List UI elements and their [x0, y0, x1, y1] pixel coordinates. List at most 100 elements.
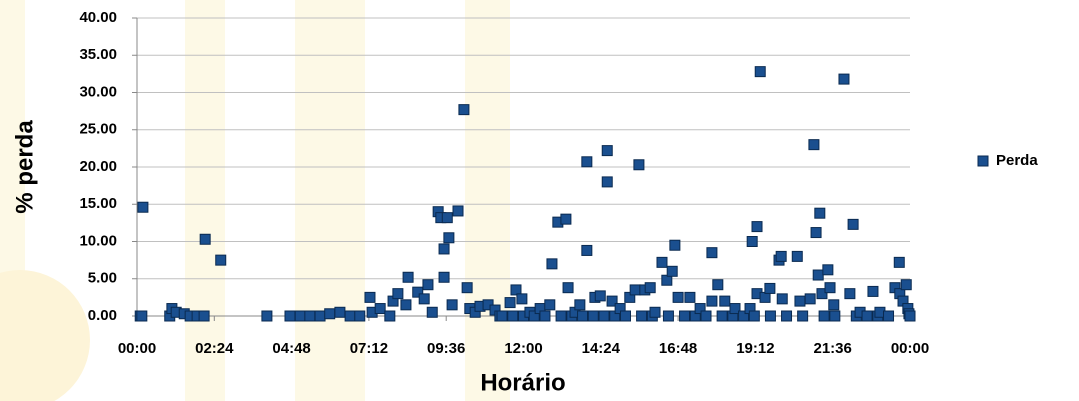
x-tick-label: 02:24 [195, 340, 234, 357]
marker [861, 310, 873, 322]
marker [738, 310, 750, 322]
marker [775, 250, 787, 262]
marker [581, 156, 593, 168]
x-tick-label: 04:48 [272, 340, 310, 357]
marker [712, 279, 724, 291]
marker [443, 232, 455, 244]
x-tick-label: 16:48 [659, 340, 697, 357]
marker [606, 295, 618, 307]
marker [510, 284, 522, 296]
marker [374, 303, 386, 315]
marker [719, 295, 731, 307]
marker [700, 310, 712, 322]
marker [528, 310, 540, 322]
marker [458, 104, 470, 116]
x-tick-label: 09:36 [427, 340, 465, 357]
marker [504, 297, 516, 309]
marker [679, 310, 691, 322]
x-tick-label: 00:00 [118, 340, 156, 357]
marker [729, 303, 741, 315]
marker [812, 269, 824, 281]
y-tick-label: 40.00 [79, 9, 117, 26]
marker [304, 310, 316, 322]
marker [644, 282, 656, 294]
marker [598, 310, 610, 322]
marker [900, 279, 912, 291]
marker [261, 310, 273, 322]
marker [441, 212, 453, 224]
marker [754, 66, 766, 78]
marker [694, 303, 706, 315]
marker [562, 282, 574, 294]
marker [810, 227, 822, 239]
marker [354, 310, 366, 322]
marker [751, 221, 763, 233]
x-tick-label: 12:00 [504, 340, 542, 357]
marker [794, 295, 806, 307]
marker [867, 285, 879, 297]
marker [684, 291, 696, 303]
y-tick-label: 20.00 [79, 158, 117, 175]
marker [636, 310, 648, 322]
marker [904, 310, 916, 322]
marker [577, 310, 589, 322]
marker [797, 310, 809, 322]
marker [560, 213, 572, 225]
marker [594, 290, 606, 302]
marker [402, 271, 414, 283]
y-tick-label: 30.00 [79, 83, 117, 100]
marker [829, 310, 841, 322]
marker [452, 205, 464, 217]
legend-label: Perda [996, 152, 1038, 169]
marker [215, 254, 227, 266]
marker [461, 282, 473, 294]
marker [314, 310, 326, 322]
marker [818, 310, 830, 322]
marker [422, 279, 434, 291]
y-tick-label: 5.00 [88, 270, 117, 287]
marker [706, 247, 718, 259]
marker [601, 145, 613, 157]
marker [574, 299, 586, 311]
marker [633, 159, 645, 171]
marker [816, 288, 828, 300]
marker [706, 295, 718, 307]
marker [822, 264, 834, 276]
marker [764, 310, 776, 322]
marker [804, 293, 816, 305]
x-tick-label: 00:00 [891, 340, 929, 357]
x-tick-label: 19:12 [736, 340, 774, 357]
marker [776, 293, 788, 305]
marker [364, 291, 376, 303]
marker [587, 310, 599, 322]
marker [324, 308, 336, 320]
y-tick-label: 10.00 [79, 232, 117, 249]
x-tick-label: 21:36 [814, 340, 852, 357]
marker [847, 218, 859, 230]
marker [791, 250, 803, 262]
x-tick-label: 07:12 [350, 340, 388, 357]
marker [781, 310, 793, 322]
marker [412, 286, 424, 298]
legend-marker [977, 155, 989, 167]
marker [814, 207, 826, 219]
marker [748, 310, 760, 322]
marker [400, 299, 412, 311]
marker [716, 310, 728, 322]
marker [746, 236, 758, 247]
marker [516, 293, 528, 305]
marker [334, 306, 346, 318]
y-tick-label: 15.00 [79, 195, 117, 212]
marker [136, 310, 148, 322]
marker [294, 310, 306, 322]
marker [438, 243, 450, 255]
watermark [0, 0, 510, 401]
marker [198, 310, 210, 322]
marker [662, 310, 674, 322]
x-axis-title: Horário [480, 369, 565, 396]
marker [344, 310, 356, 322]
marker [426, 306, 438, 318]
marker [838, 73, 850, 85]
marker [669, 239, 681, 251]
marker [808, 139, 820, 151]
